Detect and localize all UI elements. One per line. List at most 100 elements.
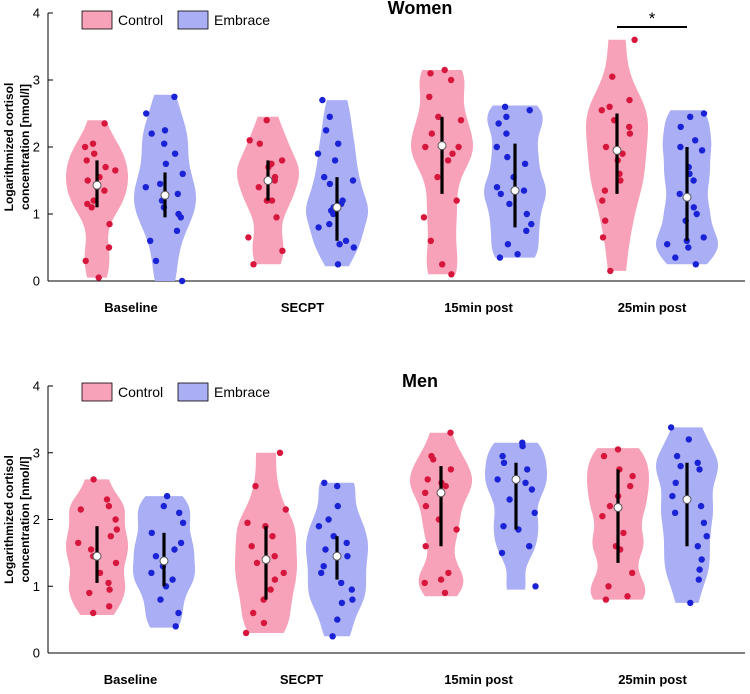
legend-label-control: Control: [118, 12, 163, 28]
data-point-embrace: [528, 486, 536, 493]
data-point-embrace: [496, 254, 504, 261]
data-point-control: [599, 513, 606, 520]
data-point-embrace: [698, 147, 706, 154]
data-point-control: [268, 160, 275, 167]
data-point-embrace: [526, 543, 533, 550]
data-point-embrace: [161, 140, 168, 147]
data-point-control: [282, 506, 289, 513]
data-point-control: [112, 516, 119, 523]
data-point-control: [427, 237, 434, 244]
data-point-control: [101, 120, 108, 127]
data-point-embrace: [326, 113, 333, 121]
data-point-embrace: [519, 439, 526, 446]
data-point-control: [599, 234, 607, 241]
data-point-embrace: [693, 210, 700, 218]
data-point-control: [437, 576, 445, 583]
data-point-embrace: [178, 277, 186, 285]
data-point-embrace: [321, 173, 328, 181]
median-marker: [682, 192, 692, 202]
data-point-embrace: [326, 220, 333, 228]
data-point-embrace: [697, 502, 705, 510]
legend-swatch-embrace: [177, 10, 209, 30]
legend-label-embrace: Embrace: [214, 12, 270, 28]
category-label: SECPT: [281, 300, 324, 315]
legend-swatch-control: [81, 382, 113, 402]
data-point-control: [90, 476, 97, 483]
data-point-control: [87, 546, 95, 553]
median-marker: [332, 202, 342, 212]
data-point-control: [599, 197, 606, 204]
data-point-control: [271, 576, 279, 583]
data-point-embrace: [171, 93, 178, 101]
data-point-control: [271, 173, 279, 181]
data-point-embrace: [157, 596, 164, 603]
category-label: 15min post: [444, 300, 513, 315]
data-point-control: [421, 579, 428, 587]
chart-title: Men: [402, 371, 438, 391]
data-point-embrace: [687, 113, 694, 121]
data-point-embrace: [677, 143, 684, 151]
data-point-control: [435, 113, 442, 121]
data-point-embrace: [156, 180, 164, 188]
data-point-embrace: [500, 523, 507, 530]
data-point-control: [627, 482, 634, 490]
data-point-embrace: [521, 160, 529, 167]
data-point-embrace: [143, 110, 150, 117]
data-point-embrace: [692, 261, 699, 268]
y-axis-label: Logarithmized cortisol concentration [nmo…: [2, 455, 32, 584]
data-point-embrace: [687, 599, 694, 607]
data-point-embrace: [160, 502, 167, 510]
data-point-control: [606, 103, 613, 111]
data-point-embrace: [322, 127, 330, 134]
data-point-embrace: [344, 553, 351, 560]
data-point-control: [449, 150, 456, 157]
data-point-control: [609, 73, 616, 80]
data-point-control: [91, 150, 98, 157]
data-point-embrace: [503, 113, 510, 121]
median-marker: [261, 555, 271, 565]
data-point-embrace: [676, 190, 683, 198]
data-point-control: [448, 271, 455, 278]
data-point-embrace: [329, 633, 336, 640]
data-point-control: [246, 137, 253, 144]
data-point-embrace: [331, 157, 339, 164]
data-point-control: [447, 429, 454, 436]
data-point-control: [248, 543, 255, 550]
data-point-control: [602, 596, 610, 603]
data-point-control: [453, 526, 460, 533]
data-point-embrace: [177, 539, 185, 547]
y-axis-label: Logarithmized cortisol concentration [nmo…: [2, 83, 32, 212]
data-point-embrace: [522, 479, 529, 486]
data-point-embrace: [322, 546, 329, 553]
data-point-embrace: [334, 261, 342, 268]
data-point-control: [267, 586, 274, 593]
data-point-embrace: [531, 509, 538, 516]
data-point-embrace: [671, 509, 679, 516]
data-point-embrace: [673, 452, 681, 460]
data-point-embrace: [320, 563, 327, 570]
data-point-control: [75, 539, 82, 547]
y-tick-label: 1: [33, 579, 40, 594]
legend-label-control: Control: [118, 384, 163, 400]
legend-label-embrace: Embrace: [214, 384, 270, 400]
data-point-control: [441, 589, 449, 597]
data-point-embrace: [142, 184, 149, 191]
data-point-embrace: [174, 190, 181, 198]
data-point-embrace: [175, 210, 182, 218]
median-marker: [332, 551, 342, 561]
data-point-control: [88, 204, 95, 211]
data-point-embrace: [694, 543, 701, 550]
median-marker: [263, 176, 273, 185]
data-point-embrace: [677, 462, 684, 470]
data-point-control: [95, 274, 102, 281]
data-point-embrace: [314, 150, 322, 157]
legend: Control Embrace: [81, 382, 270, 402]
data-point-embrace: [172, 623, 179, 630]
data-point-embrace: [147, 237, 154, 244]
data-point-control: [242, 629, 250, 637]
data-point-control: [624, 593, 631, 600]
y-axis-label-line: Logarithmized cortisol: [2, 83, 16, 212]
data-point-embrace: [336, 241, 343, 248]
data-point-control: [422, 543, 429, 550]
